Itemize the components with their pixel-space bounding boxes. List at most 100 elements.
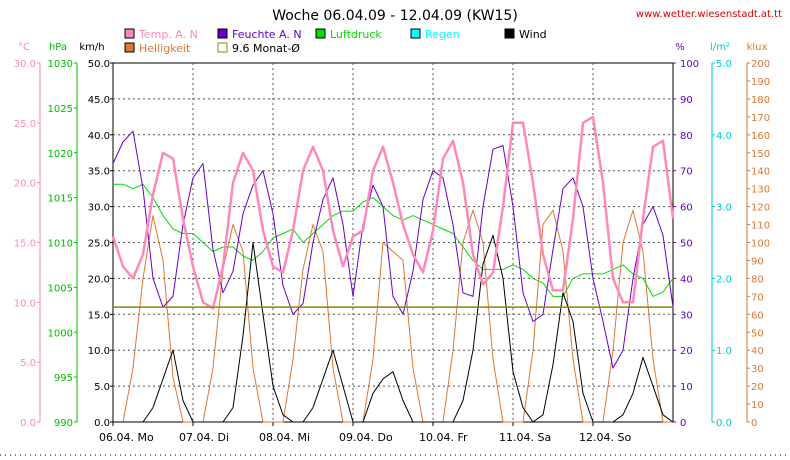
humidity-axis-tick-label: 100: [680, 59, 699, 70]
temp-axis-tick-label: 10.0: [14, 298, 36, 309]
humidity-axis-unit: %: [675, 42, 685, 53]
legend-swatch: [410, 28, 421, 39]
light-axis-tick-label: 150: [751, 149, 770, 160]
rain-axis-tick-label: 2.0: [716, 274, 732, 285]
humidity-axis-tick-label: 60: [680, 203, 693, 214]
light-axis-tick-label: 20: [751, 382, 764, 393]
light-axis-tick-label: 120: [751, 203, 770, 214]
legend-label: Feuchte A. N: [232, 28, 302, 41]
x-axis-labels: 06.04. Mo 07.04. Di 08.04. Mi 09.04. Do 10.0…: [0, 422, 790, 456]
series-line: [113, 183, 674, 297]
light-axis-tick-label: 100: [751, 239, 770, 250]
legend-label: Luftdruck: [330, 28, 382, 41]
humidity-axis-tick-label: 20: [680, 346, 693, 357]
light-axis-tick-label: 90: [751, 256, 764, 267]
wind-axis-tick-label: 30.0: [88, 203, 110, 214]
pressure-axis-tick-label: 1025: [48, 104, 73, 115]
wind-axis-tick-label: 5.0: [94, 382, 110, 393]
legend-swatch: [315, 28, 326, 39]
humidity-axis-tick-label: 80: [680, 131, 693, 142]
temp-axis-tick-label: 30.0: [14, 59, 36, 70]
wind-axis-tick-label: 15.0: [88, 310, 110, 321]
wind-axis-tick-label: 10.0: [88, 346, 110, 357]
temp-axis-tick-label: 5.0: [20, 358, 36, 369]
legend-swatch: [217, 28, 228, 39]
light-axis-tick-label: 0: [751, 418, 757, 429]
light-axis-tick-label: 30: [751, 364, 764, 375]
light-axis-tick-label: 80: [751, 274, 764, 285]
light-axis-tick-label: 10: [751, 400, 764, 411]
light-axis-tick-label: 110: [751, 221, 770, 232]
wind-axis-tick-label: 25.0: [88, 239, 110, 250]
humidity-axis-tick-label: 40: [680, 274, 693, 285]
legend-swatch: [217, 42, 228, 53]
chart-title: Woche 06.04.09 - 12.04.09 (KW15): [272, 8, 518, 24]
temp-axis-tick-label: 0.0: [20, 418, 36, 429]
legend: Temp. A. N Feuchte A. N Luftdruck Regen Wind…: [124, 28, 547, 55]
series-line: [112, 130, 674, 369]
pressure-axis-tick-label: 1010: [48, 239, 73, 250]
light-axis-tick-label: 200: [751, 59, 770, 70]
wind-axis-tick-label: 45.0: [88, 95, 110, 106]
source-watermark: www.wetter.wiesenstadt.at.tt: [636, 9, 782, 20]
pressure-axis-tick-label: 1000: [48, 328, 73, 339]
pressure-axis-tick-label: 1030: [48, 59, 73, 70]
series-line: [111, 115, 675, 310]
temp-axis-tick-label: 25.0: [14, 119, 36, 130]
wind-axis-tick-label: 50.0: [88, 59, 110, 70]
x-tick-label: 06.04. Mo: [99, 431, 154, 444]
wind-axis-tick-label: 20.0: [88, 274, 110, 285]
series-line: [113, 209, 673, 423]
wind-axis-tick-label: 0.0: [94, 418, 110, 429]
rain-axis-tick-label: 3.0: [716, 203, 732, 214]
light-axis-tick-label: 50: [751, 328, 764, 339]
humidity-axis-tick-label: 50: [680, 239, 693, 250]
light-axis-tick-label: 40: [751, 346, 764, 357]
light-axis-tick-label: 190: [751, 77, 770, 88]
pressure-axis-tick-label: 1020: [48, 149, 73, 160]
pressure-axis-tick-label: 995: [54, 373, 73, 384]
rain-axis-tick-label: 0.0: [716, 418, 732, 429]
x-tick-label: 11.04. Sa: [499, 431, 551, 444]
pressure-axis-tick-label: 1005: [48, 283, 73, 294]
pressure-axis-tick-label: 1015: [48, 194, 73, 205]
humidity-axis-tick-label: 10: [680, 382, 693, 393]
legend-label: Regen: [425, 28, 460, 41]
wind-axis-tick-label: 40.0: [88, 131, 110, 142]
light-axis-tick-label: 180: [751, 95, 770, 106]
humidity-axis-tick-label: 30: [680, 310, 693, 321]
series-lines: [111, 115, 675, 423]
pressure-axis-tick-label: 990: [54, 418, 73, 429]
grid: [113, 63, 673, 422]
rain-axis-unit: l/m²: [710, 42, 730, 53]
axes: °C0.05.010.015.020.025.030.0hPa990995100…: [14, 42, 770, 429]
light-axis-tick-label: 140: [751, 167, 770, 178]
light-axis-tick-label: 130: [751, 185, 770, 196]
humidity-axis-tick-label: 0: [680, 418, 686, 429]
legend-swatch: [124, 28, 135, 39]
x-tick-label: 08.04. Mi: [259, 431, 310, 444]
light-axis-tick-label: 160: [751, 131, 770, 142]
legend-swatch: [124, 42, 135, 53]
series-line: [113, 234, 674, 423]
light-axis-tick-label: 70: [751, 292, 764, 303]
wind-axis-tick-label: 35.0: [88, 167, 110, 178]
x-tick-label: 09.04. Do: [339, 431, 393, 444]
humidity-axis-tick-label: 90: [680, 95, 693, 106]
legend-label: Temp. A. N: [138, 28, 198, 41]
wind-axis-unit: km/h: [79, 42, 104, 53]
humidity-axis-tick-label: 70: [680, 167, 693, 178]
pressure-axis-unit: hPa: [49, 42, 67, 53]
temp-axis-tick-label: 15.0: [14, 239, 36, 250]
x-tick-label: 07.04. Di: [179, 431, 229, 444]
rain-axis-tick-label: 4.0: [716, 131, 732, 142]
light-axis-tick-label: 60: [751, 310, 764, 321]
rain-axis-tick-label: 5.0: [716, 59, 732, 70]
legend-swatch: [504, 28, 515, 39]
legend-label: 9.6 Monat-Ø: [232, 42, 300, 55]
rain-axis-tick-label: 1.0: [716, 346, 732, 357]
temp-axis-tick-label: 20.0: [14, 179, 36, 190]
x-tick-label: 12.04. So: [579, 431, 631, 444]
